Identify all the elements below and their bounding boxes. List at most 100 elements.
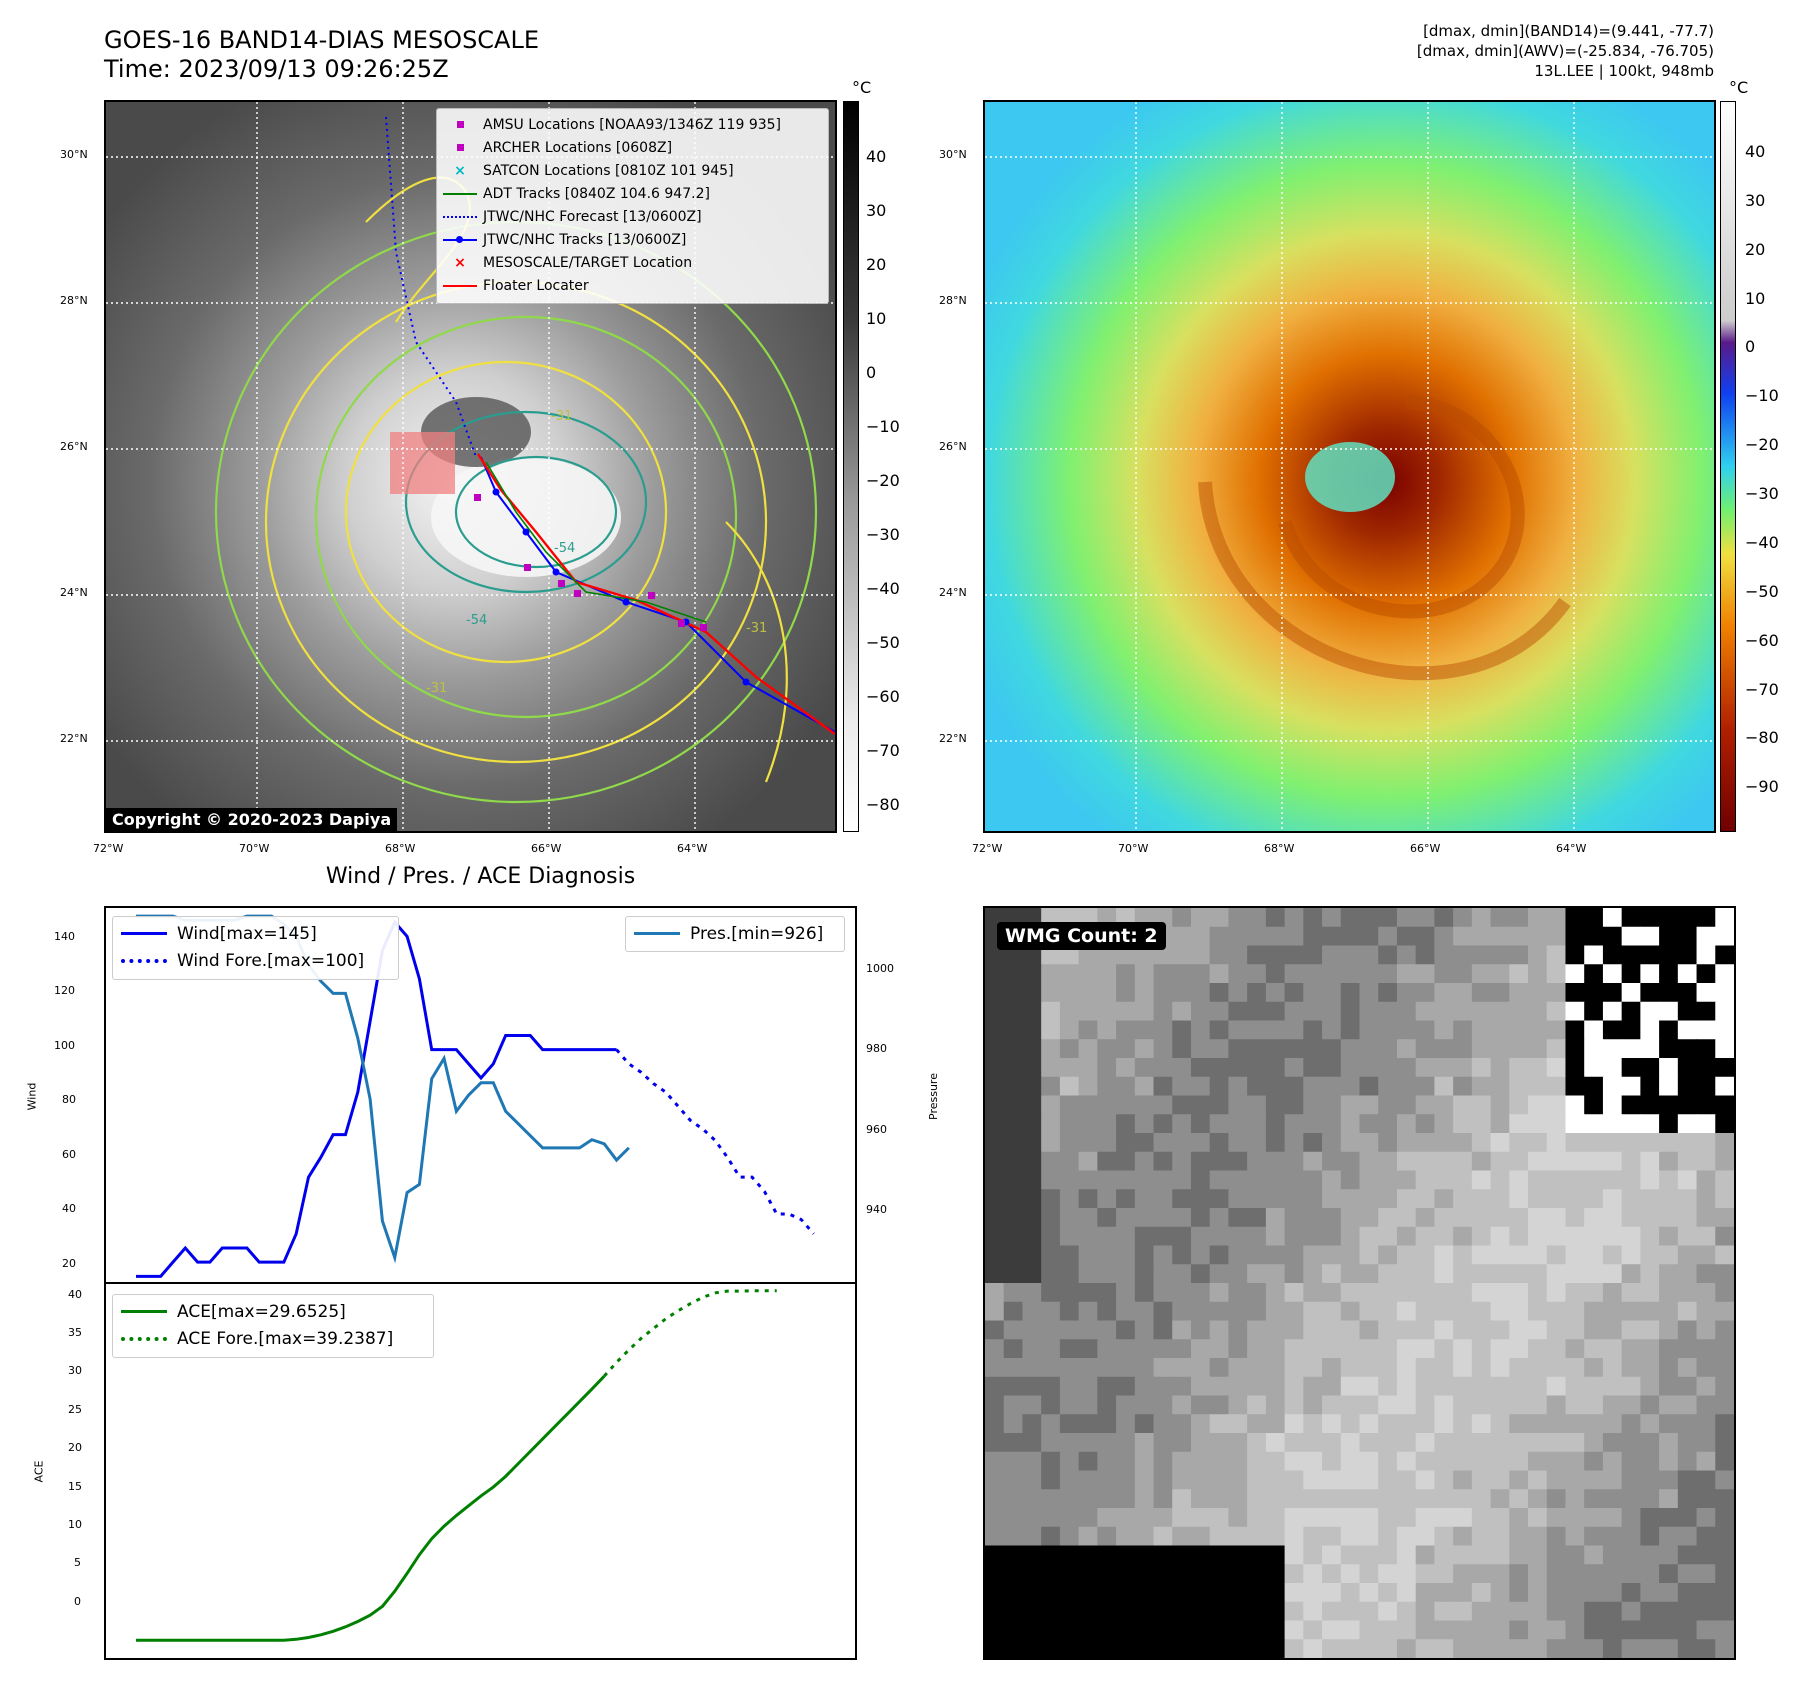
wmg-pixel [1340,1414,1361,1434]
wmg-pixel [1134,1620,1155,1640]
wmg-pixel [1134,1264,1155,1284]
wmg-pixel [1153,1076,1173,1097]
wmg-pixel [1153,964,1173,984]
wmg-pixel [1546,1489,1567,1509]
wmg-pixel [1584,1189,1604,1209]
wmg-pixel [1359,1395,1379,1415]
wmg-pixel [1378,1433,1398,1453]
wmg-pixel [1322,1639,1342,1658]
wmg-pixel [1116,1039,1136,1059]
wmg-pixel [1677,1245,1698,1265]
wmg-pixel [1153,1601,1173,1622]
wmg-pixel [1284,926,1304,947]
wmg-pixel [1022,1545,1042,1565]
wmg-pixel [1003,1283,1024,1303]
wmg-pixel [1078,964,1098,984]
wmg-pixel [1434,1601,1454,1622]
wmg-pixel [1471,1414,1492,1434]
wmg-pixel [1059,1583,1080,1603]
wmg-pixel [1528,1508,1548,1528]
wmg-pixel [1453,1114,1473,1134]
wmg-pixel [1565,1395,1585,1415]
wmg-pixel [1528,1001,1548,1022]
color-colorbar-tick: −50 [1745,582,1779,601]
wmg-pixel [1265,1001,1286,1022]
wmg-pixel [1659,1226,1679,1247]
wmg-pixel [1490,964,1510,984]
wmg-panel: WMG Count: 2 [983,906,1736,1660]
wmg-pixel [1078,1376,1098,1397]
wmg-pixel [1471,1208,1492,1228]
wmg-pixel [1640,1545,1660,1565]
wmg-pixel [1116,1395,1136,1415]
wmg-pixel [1003,1208,1024,1228]
wmg-pixel [1415,1076,1435,1097]
wmg-pixel [1471,1601,1492,1622]
wmg-pixel [1696,1170,1716,1190]
wmg-pixel [1059,1639,1080,1658]
wmg-pixel [1490,1601,1510,1622]
wmg-pixel [1471,1151,1492,1172]
wmg-pixel [1303,1020,1323,1040]
lat-label: 26°N [939,440,967,453]
wmg-pixel [1677,1639,1698,1658]
wmg-pixel [1003,1189,1024,1209]
wmg-pixel [1265,1414,1286,1434]
wmg-pixel [1059,1058,1080,1078]
wmg-pixel [1696,1095,1716,1115]
wmg-pixel [1153,1564,1173,1584]
wmg-pixel [1378,1339,1398,1359]
wmg-pixel [1490,1470,1510,1490]
wmg-pixel [1453,1076,1473,1097]
wmg-pixel [1265,983,1286,1003]
wmg-pixel [1434,1395,1454,1415]
wmg-pixel [1284,1095,1304,1115]
wmg-pixel [1434,1076,1454,1097]
wmg-pixel [1453,1395,1473,1415]
wmg-pixel [1116,1301,1136,1322]
wmg-pixel [1322,1283,1342,1303]
wmg-pixel [1153,1095,1173,1115]
wmg-pixel [1134,1020,1155,1040]
wmg-pixel [1659,1376,1679,1397]
wmg-pixel [1715,1189,1734,1209]
wmg-pixel [1659,1489,1679,1509]
wmg-pixel [1509,1208,1529,1228]
wmg-pixel [1078,1133,1098,1153]
wmg-pixel [1509,1639,1529,1658]
wmg-pixel [1190,1058,1211,1078]
wmg-pixel [1565,1620,1585,1640]
wmg-pixel [1209,1489,1230,1509]
wmg-pixel [985,1470,1005,1490]
wmg-pixel [1565,1451,1585,1472]
gray-colorbar-tick: 20 [866,255,887,274]
wmg-pixel [1190,1245,1211,1265]
wmg-pixel [1190,1095,1211,1115]
lat-label: 26°N [60,440,88,453]
wmg-pixel [1340,1320,1361,1340]
wmg-pixel [1041,1508,1061,1528]
wmg-pixel [1190,945,1211,965]
wmg-pixel [1621,1020,1641,1040]
wmg-pixel [1303,1583,1323,1603]
wmg-pixel [1284,1451,1304,1472]
wmg-pixel [1059,1414,1080,1434]
wmg-pixel [1209,1133,1230,1153]
wmg-pixel [1134,1133,1155,1153]
wmg-pixel [1490,1058,1510,1078]
wmg-pixel [1340,1020,1361,1040]
wmg-pixel [1471,1526,1492,1547]
wmg-pixel [1602,1358,1623,1378]
wmg-pixel [1116,1283,1136,1303]
wmg-pixel [1584,1226,1604,1247]
wmg-pixel [1546,1076,1567,1097]
wmg-pixel [1621,1564,1641,1584]
wmg-pixel [1340,1358,1361,1378]
wmg-pixel [1228,1526,1248,1547]
wmg-pixel [1303,1508,1323,1528]
wmg-pixel [1359,1339,1379,1359]
wmg-pixel [1696,1583,1716,1603]
wmg-pixel [1265,1058,1286,1078]
wmg-pixel [1715,1095,1734,1115]
legend-item-target: × MESOSCALE/TARGET Location [454,254,693,271]
